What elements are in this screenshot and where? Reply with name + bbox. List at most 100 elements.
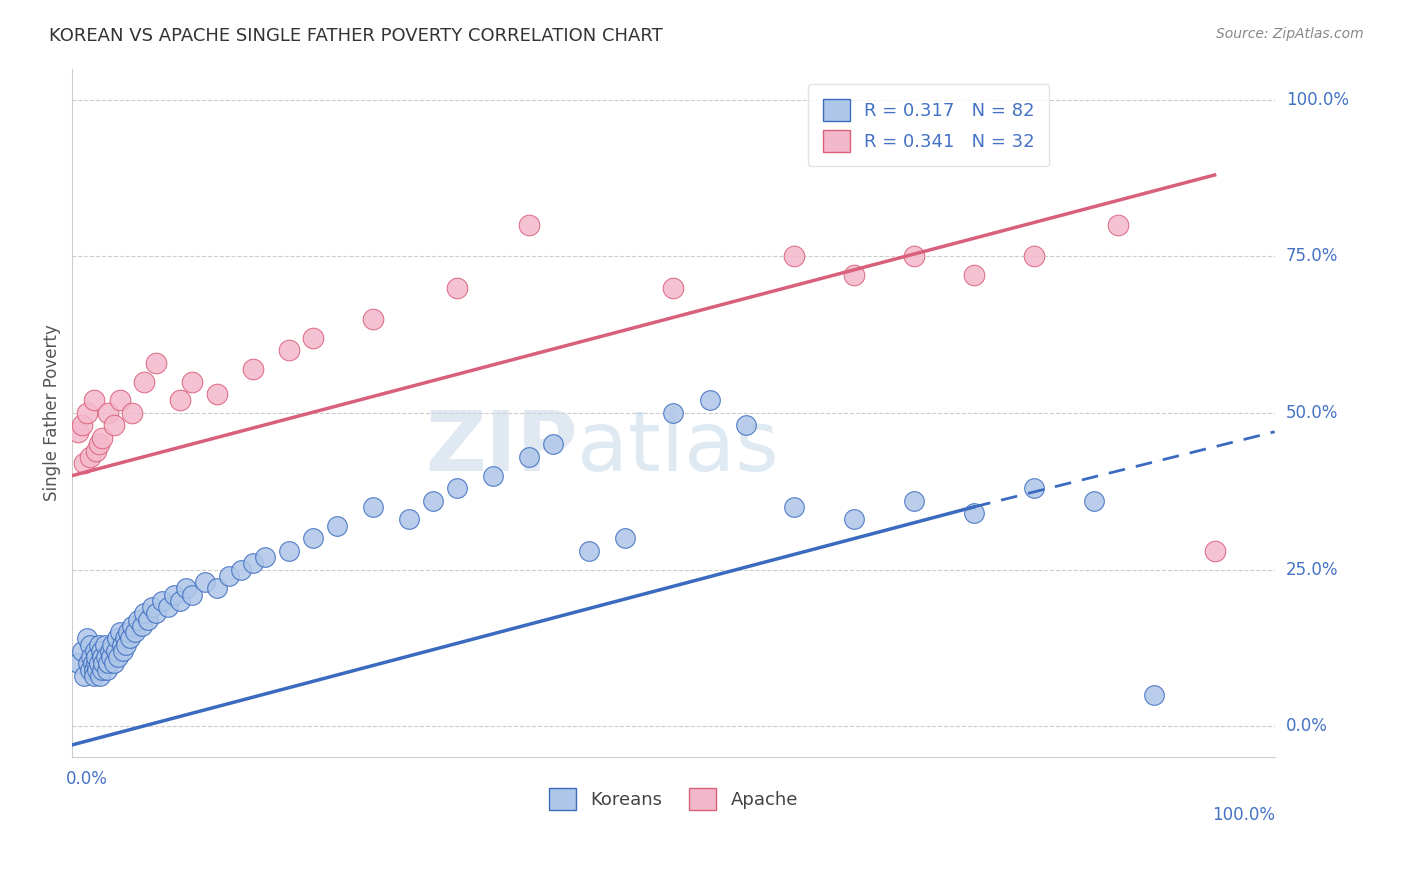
Text: 50.0%: 50.0% bbox=[1286, 404, 1339, 422]
Point bbox=[93, 657, 115, 671]
Point bbox=[70, 418, 93, 433]
Point bbox=[89, 669, 111, 683]
Point bbox=[115, 638, 138, 652]
Point bbox=[326, 518, 349, 533]
Point bbox=[1083, 493, 1105, 508]
Point bbox=[110, 638, 132, 652]
Point bbox=[662, 406, 685, 420]
Point bbox=[118, 632, 141, 646]
Point bbox=[783, 500, 806, 514]
Point bbox=[105, 632, 128, 646]
Point bbox=[134, 375, 156, 389]
Point bbox=[93, 638, 115, 652]
Point bbox=[1143, 688, 1166, 702]
Point bbox=[242, 556, 264, 570]
Point bbox=[1024, 249, 1046, 263]
Point bbox=[104, 644, 127, 658]
Point bbox=[96, 663, 118, 677]
Point bbox=[578, 543, 600, 558]
Point bbox=[301, 331, 323, 345]
Point bbox=[229, 562, 252, 576]
Point bbox=[103, 418, 125, 433]
Point bbox=[242, 362, 264, 376]
Point bbox=[76, 657, 98, 671]
Point bbox=[110, 393, 132, 408]
Point bbox=[83, 393, 105, 408]
Point bbox=[398, 512, 420, 526]
Point bbox=[76, 406, 98, 420]
Point bbox=[253, 549, 276, 564]
Point bbox=[84, 443, 107, 458]
Point bbox=[842, 268, 865, 283]
Point bbox=[127, 613, 149, 627]
Point bbox=[662, 281, 685, 295]
Point bbox=[1024, 481, 1046, 495]
Point bbox=[1107, 218, 1129, 232]
Point bbox=[422, 493, 444, 508]
Point bbox=[94, 650, 117, 665]
Point bbox=[361, 500, 384, 514]
Point bbox=[163, 588, 186, 602]
Point bbox=[541, 437, 564, 451]
Y-axis label: Single Father Poverty: Single Father Poverty bbox=[44, 325, 60, 501]
Point bbox=[87, 638, 110, 652]
Point bbox=[963, 268, 986, 283]
Point bbox=[124, 625, 146, 640]
Point bbox=[84, 650, 107, 665]
Point bbox=[169, 594, 191, 608]
Point bbox=[67, 657, 90, 671]
Point bbox=[734, 418, 756, 433]
Text: atlas: atlas bbox=[578, 407, 779, 488]
Text: 100.0%: 100.0% bbox=[1212, 805, 1275, 823]
Point bbox=[97, 406, 120, 420]
Legend: Koreans, Apache: Koreans, Apache bbox=[541, 780, 806, 817]
Point bbox=[134, 607, 156, 621]
Point bbox=[136, 613, 159, 627]
Point bbox=[98, 644, 121, 658]
Point bbox=[176, 582, 198, 596]
Text: 75.0%: 75.0% bbox=[1286, 247, 1339, 266]
Point bbox=[91, 663, 114, 677]
Text: 0.0%: 0.0% bbox=[66, 770, 108, 788]
Point bbox=[446, 281, 468, 295]
Point bbox=[79, 663, 101, 677]
Point bbox=[91, 650, 114, 665]
Point bbox=[903, 493, 925, 508]
Point bbox=[446, 481, 468, 495]
Point bbox=[79, 450, 101, 464]
Point bbox=[301, 531, 323, 545]
Point bbox=[80, 650, 103, 665]
Point bbox=[86, 663, 108, 677]
Point bbox=[84, 644, 107, 658]
Point bbox=[76, 632, 98, 646]
Text: Source: ZipAtlas.com: Source: ZipAtlas.com bbox=[1216, 27, 1364, 41]
Point bbox=[205, 582, 228, 596]
Point bbox=[482, 468, 505, 483]
Point bbox=[121, 619, 143, 633]
Point bbox=[103, 657, 125, 671]
Point bbox=[963, 506, 986, 520]
Point bbox=[87, 657, 110, 671]
Point bbox=[699, 393, 721, 408]
Point bbox=[614, 531, 637, 545]
Text: 0.0%: 0.0% bbox=[1286, 717, 1327, 735]
Point bbox=[903, 249, 925, 263]
Point bbox=[83, 663, 105, 677]
Point bbox=[141, 600, 163, 615]
Point bbox=[79, 638, 101, 652]
Point bbox=[145, 607, 167, 621]
Point bbox=[842, 512, 865, 526]
Point bbox=[157, 600, 180, 615]
Point bbox=[91, 431, 114, 445]
Point bbox=[1204, 543, 1226, 558]
Point bbox=[218, 569, 240, 583]
Point bbox=[121, 406, 143, 420]
Text: KOREAN VS APACHE SINGLE FATHER POVERTY CORRELATION CHART: KOREAN VS APACHE SINGLE FATHER POVERTY C… bbox=[49, 27, 664, 45]
Point bbox=[117, 625, 139, 640]
Point bbox=[277, 543, 299, 558]
Point bbox=[517, 218, 540, 232]
Point bbox=[111, 644, 134, 658]
Point bbox=[181, 375, 204, 389]
Point bbox=[145, 356, 167, 370]
Point bbox=[517, 450, 540, 464]
